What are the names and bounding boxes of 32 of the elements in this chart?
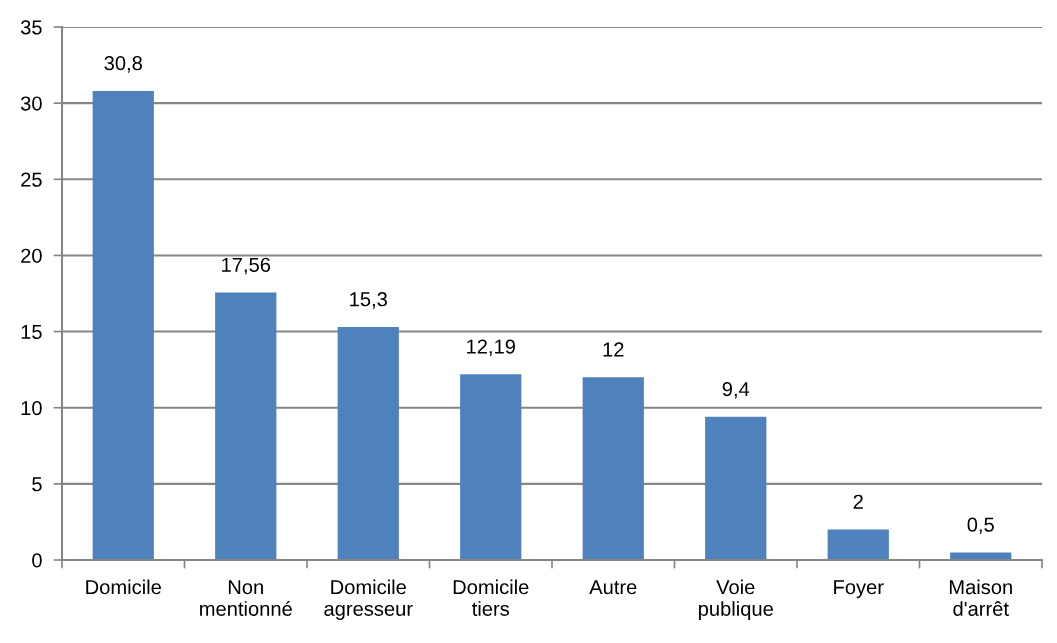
bar [705, 416, 767, 560]
bar [582, 377, 644, 560]
y-tick-label: 35 [20, 20, 42, 35]
data-label: 12,19 [467, 339, 515, 357]
data-label: 2 [853, 494, 863, 509]
x-tick-label: Non mentionné [200, 580, 292, 616]
data-label: 17,56 [222, 257, 271, 275]
x-tick-label: Autre [589, 580, 637, 595]
y-tick-label: 0 [32, 553, 42, 568]
y-tick-label: 5 [32, 477, 42, 492]
x-tick-label: Voie publique [698, 579, 773, 620]
y-tick-label: 15 [21, 325, 42, 340]
bar [827, 529, 889, 560]
bar [950, 552, 1012, 560]
data-label: 12 [603, 342, 624, 357]
y-tick-label: 30 [20, 96, 42, 111]
bar [337, 327, 399, 560]
bar [92, 90, 154, 560]
x-tick-label: Domicile agresseur [324, 579, 413, 620]
x-tick-label: Foyer [834, 580, 884, 599]
bar [460, 374, 522, 560]
data-label: 30,8 [104, 56, 142, 73]
bar [215, 292, 277, 560]
x-tick-label: Domicile [86, 579, 161, 595]
data-label: 15,3 [350, 292, 387, 309]
y-tick-label: 25 [21, 172, 42, 187]
data-label: 9,4 [722, 381, 750, 399]
x-tick-label: Domicile tiers [453, 579, 529, 616]
y-tick-label: 20 [21, 248, 42, 263]
data-label: 0,5 [967, 517, 994, 535]
y-tick-label: 10 [21, 400, 42, 416]
x-tick-label: Maison d'arrêt [949, 579, 1012, 616]
